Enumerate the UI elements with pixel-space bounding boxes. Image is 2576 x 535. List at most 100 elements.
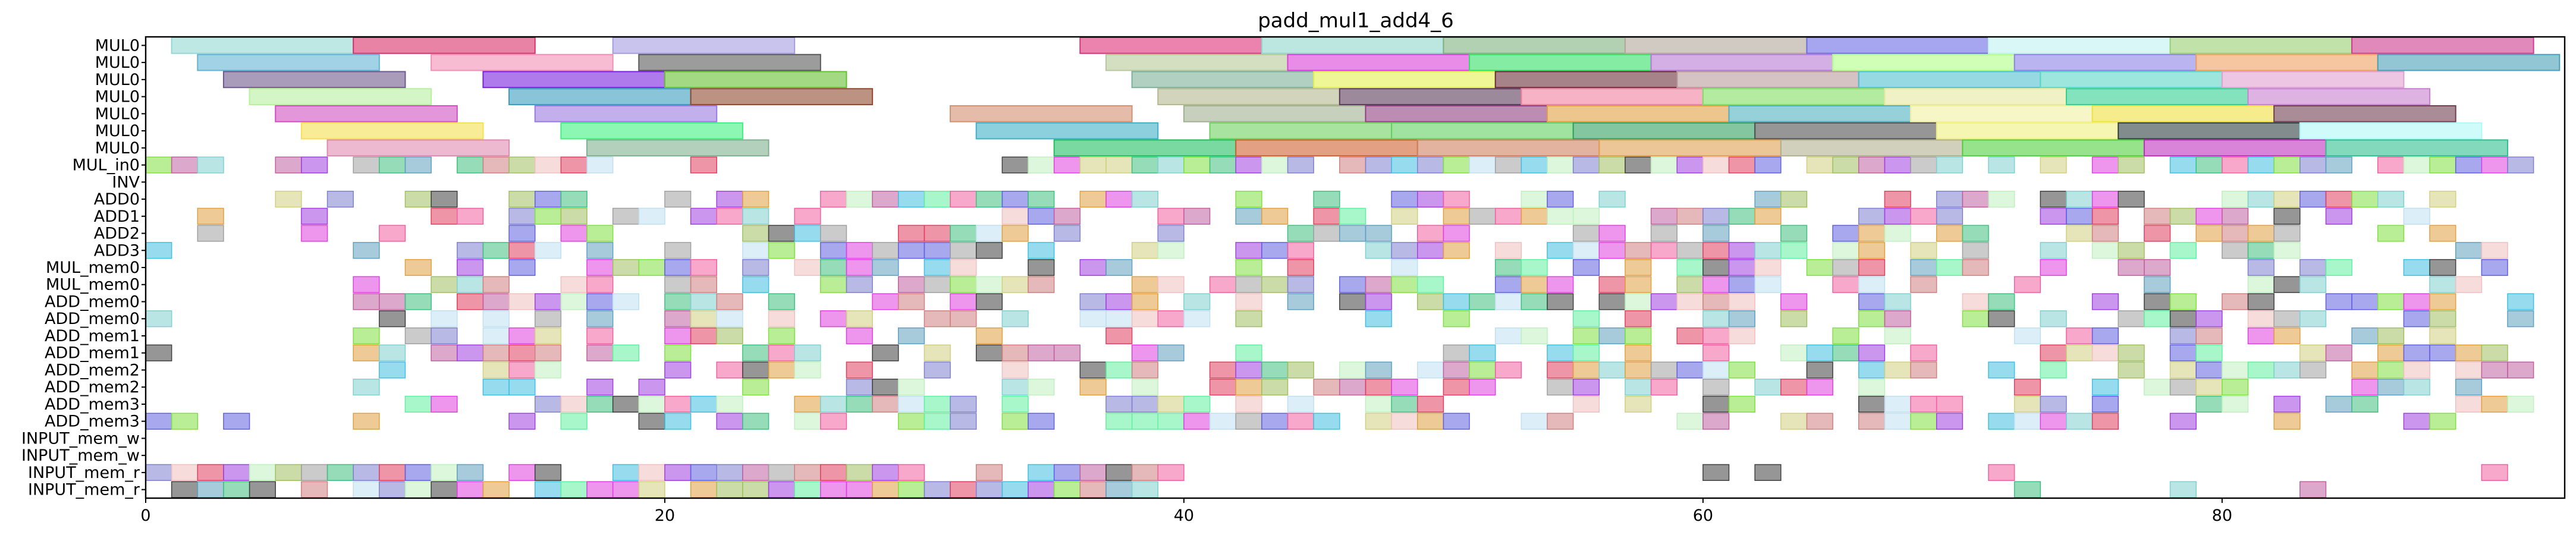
schedule-cell <box>950 276 977 293</box>
schedule-cell <box>404 259 432 276</box>
schedule-cell <box>2273 327 2301 345</box>
schedule-cell <box>1702 242 1730 259</box>
mul-schedule-bar <box>1910 105 2093 122</box>
mul-schedule-bar <box>1598 139 1782 157</box>
schedule-cell <box>1910 156 1937 174</box>
schedule-cell <box>2429 276 2456 293</box>
schedule-cell <box>1521 259 1548 276</box>
schedule-cell <box>2377 327 2405 345</box>
schedule-cell <box>2325 293 2352 310</box>
schedule-cell <box>2455 361 2483 379</box>
schedule-cell <box>1728 395 1755 413</box>
mul-schedule-bar <box>2143 139 2327 157</box>
schedule-cell <box>482 293 510 310</box>
schedule-cell <box>1910 259 1937 276</box>
schedule-cell <box>1079 361 1107 379</box>
mul-schedule-bar <box>482 71 665 89</box>
schedule-cell <box>1806 413 1833 430</box>
schedule-cell <box>2222 379 2249 396</box>
y-tick-label: INPUT_mem_r <box>28 464 140 482</box>
schedule-cell <box>1572 156 1600 174</box>
schedule-cell <box>1598 156 1626 174</box>
schedule-cell <box>404 190 432 208</box>
schedule-cell <box>2429 156 2456 174</box>
schedule-cell <box>2040 190 2067 208</box>
mul-schedule-bar <box>690 88 874 105</box>
schedule-cell <box>1572 395 1600 413</box>
schedule-cell <box>1287 259 1314 276</box>
schedule-cell <box>1053 225 1081 242</box>
mul-schedule-bar <box>1235 139 1418 157</box>
schedule-cell <box>638 259 665 276</box>
schedule-cell <box>846 361 873 379</box>
schedule-cell <box>1183 395 1211 413</box>
schedule-cell <box>1001 207 1029 225</box>
schedule-cell <box>768 464 795 482</box>
schedule-cell <box>820 242 847 259</box>
schedule-cell <box>1417 225 1444 242</box>
y-tick-label: MUL0 <box>95 54 140 72</box>
schedule-cell <box>923 259 951 276</box>
schedule-cell <box>2377 344 2405 361</box>
schedule-cell <box>846 190 873 208</box>
schedule-cell <box>508 379 536 396</box>
schedule-cell <box>1494 207 1522 225</box>
schedule-cell <box>2299 310 2327 328</box>
schedule-cell <box>1598 190 1626 208</box>
schedule-cell <box>508 259 536 276</box>
schedule-cell <box>1572 259 1600 276</box>
schedule-cell <box>2377 293 2405 310</box>
schedule-cell <box>872 293 899 310</box>
schedule-cell <box>249 464 276 482</box>
schedule-cell <box>923 395 951 413</box>
schedule-cell <box>1469 293 1496 310</box>
schedule-cell <box>1650 242 1677 259</box>
schedule-cell <box>1235 156 1262 174</box>
schedule-cell <box>1469 379 1496 396</box>
schedule-cell <box>1702 156 1730 174</box>
schedule-cell <box>2273 310 2301 328</box>
schedule-cell <box>742 259 769 276</box>
schedule-cell <box>534 190 562 208</box>
schedule-cell <box>2040 207 2067 225</box>
schedule-cell <box>846 242 873 259</box>
schedule-cell <box>1547 276 1574 293</box>
schedule-cell <box>1209 413 1236 430</box>
schedule-cell <box>404 395 432 413</box>
schedule-cell <box>2091 207 2119 225</box>
schedule-cell <box>353 413 380 430</box>
schedule-cell <box>2195 379 2223 396</box>
schedule-cell <box>1417 190 1444 208</box>
schedule-cell <box>1365 413 1392 430</box>
schedule-cell <box>1832 242 1859 259</box>
schedule-cell <box>846 379 873 396</box>
schedule-cell <box>1676 293 1704 310</box>
schedule-cell <box>1728 276 1755 293</box>
schedule-cell <box>1028 207 1055 225</box>
mul-schedule-bar <box>1443 37 1626 54</box>
schedule-cell <box>820 481 847 498</box>
schedule-cell <box>742 361 769 379</box>
schedule-cell <box>638 481 665 498</box>
schedule-cell <box>1131 344 1159 361</box>
schedule-cell <box>2144 379 2171 396</box>
schedule-cell <box>457 344 484 361</box>
schedule-cell <box>2169 379 2197 396</box>
mul-schedule-bar <box>2273 105 2456 122</box>
schedule-cell <box>586 293 614 310</box>
schedule-cell <box>508 242 536 259</box>
schedule-cell <box>2377 225 2405 242</box>
schedule-cell <box>2169 293 2197 310</box>
schedule-cell <box>1157 207 1185 225</box>
schedule-cell <box>1910 413 1937 430</box>
schedule-cell <box>664 293 692 310</box>
schedule-cell <box>2273 242 2301 259</box>
schedule-cell <box>820 225 847 242</box>
schedule-cell <box>2040 361 2067 379</box>
schedule-cell <box>353 327 380 345</box>
schedule-cell <box>1650 225 1677 242</box>
schedule-cell <box>1028 379 1055 396</box>
schedule-cell <box>923 310 951 328</box>
schedule-cell <box>1209 379 1236 396</box>
schedule-cell <box>1521 293 1548 310</box>
